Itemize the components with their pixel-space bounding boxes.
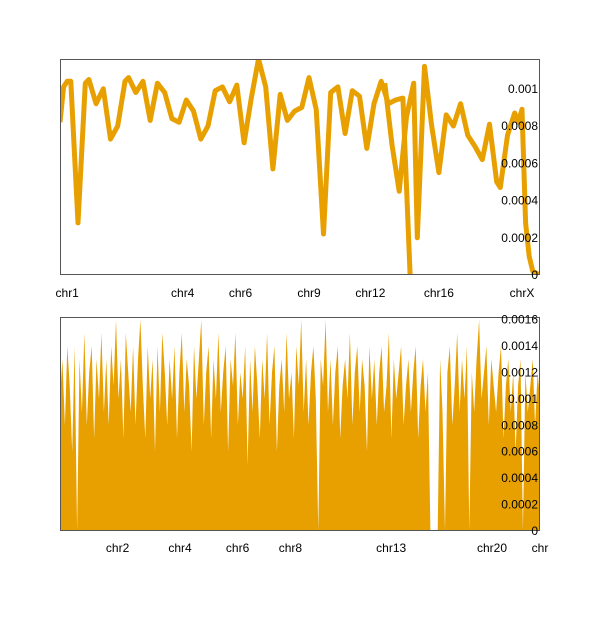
plot-frame <box>60 317 540 531</box>
x-tick-label: chr4 <box>171 286 195 300</box>
y-tick-label: 0.0006 <box>501 445 538 459</box>
x-tick-label: chr6 <box>229 286 253 300</box>
series-line-1 <box>382 63 540 275</box>
y-tick-label: 0.0016 <box>501 313 538 327</box>
y-tick-label: 0.0004 <box>501 471 538 485</box>
y-tick-label: 0.0012 <box>501 366 538 380</box>
x-tick-label: chr <box>532 541 549 555</box>
y-tick-label: 0.001 <box>508 392 538 406</box>
y-tick-label: 0.0006 <box>501 156 538 170</box>
y-tick-label: 0 <box>531 524 538 538</box>
x-tick-label: chr20 <box>477 541 507 555</box>
x-tick-label: chrX <box>510 286 535 300</box>
bottom-area-panel: 0 0.0002 0.0004 0.0006 0.0008 0.001 0.0012 0.00… <box>60 313 548 555</box>
x-tick-label: chr6 <box>226 541 250 555</box>
y-tick-label: 0.001 <box>508 82 538 96</box>
y-tick-label: 0.0002 <box>501 498 538 512</box>
x-tick-label: chr8 <box>279 541 303 555</box>
top-line-panel: 0 0.0002 0.0004 0.0006 0.0008 0.001 chr1 chr4 ch… <box>56 59 540 300</box>
x-tick-label: chr1 <box>56 286 80 300</box>
plot-area <box>60 319 540 531</box>
y-tick-label: 0.0008 <box>501 418 538 432</box>
series-line-0 <box>60 59 413 275</box>
y-tick-label: 0.0014 <box>501 339 538 353</box>
x-tick-label: chr12 <box>355 286 385 300</box>
plot-area <box>60 59 540 275</box>
x-tick-label: chr2 <box>106 541 130 555</box>
x-tick-label: chr4 <box>168 541 192 555</box>
y-tick-label: 0.0004 <box>501 194 538 208</box>
x-tick-label: chr9 <box>297 286 321 300</box>
y-tick-label: 0.0008 <box>501 119 538 133</box>
x-tick-label: chr13 <box>376 541 406 555</box>
y-tick-label: 0.0002 <box>501 231 538 245</box>
y-tick-label: 0 <box>531 268 538 282</box>
plot-frame <box>60 59 540 275</box>
x-tick-label: chr16 <box>424 286 454 300</box>
series-area-0 <box>60 319 540 531</box>
